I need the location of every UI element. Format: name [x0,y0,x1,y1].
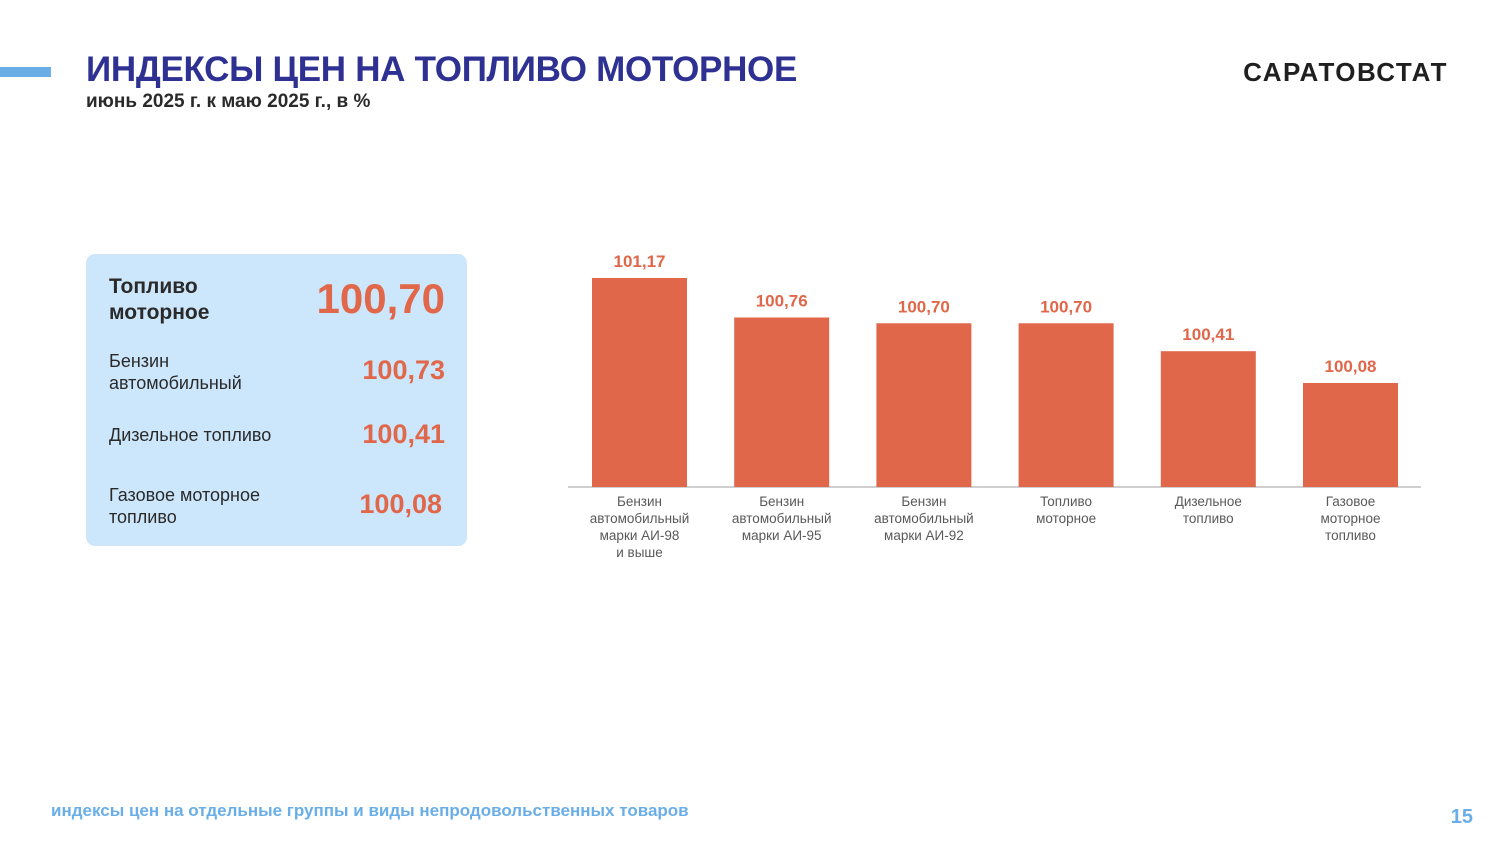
summary-main-label: Топливо моторное [109,275,210,324]
summary-item-label: Газовое моторное топливо [109,485,261,527]
bar [1303,382,1398,487]
summary-item-label: Бензин автомобильный [109,351,242,393]
bar [1018,323,1114,487]
data-label: 100,41 [1182,325,1234,344]
bar [876,323,972,487]
data-label: 101,17 [614,252,666,271]
page-title: ИНДЕКСЫ ЦЕН НА ТОПЛИВО МОТОРНОЕ [86,50,798,89]
summary-row-main: Топливо моторное 100,70 [109,274,445,330]
summary-row: Газовое моторное топливо 100,08 [109,484,445,530]
data-label: 100,76 [756,291,808,310]
category-label: Бензин автомобильный марки АИ-95 [732,494,832,543]
page-subtitle: июнь 2025 г. к маю 2025 г., в % [86,91,371,112]
summary-item-value: 100,08 [359,489,442,519]
data-label: 100,08 [1325,357,1377,376]
summary-panel: Топливо моторное 100,70 Бензин автомобил… [86,254,467,546]
summary-item-value: 100,73 [362,355,445,385]
summary-row: Дизельное топливо 100,41 [109,419,445,454]
data-label: 100,70 [1040,297,1092,316]
category-label: Топливо моторное [1036,494,1096,526]
page-number: 15 [1450,806,1473,828]
summary-item-value: 100,41 [362,419,445,449]
category-label: Бензин автомобильный марки АИ-92 [874,494,974,543]
bar [734,317,830,487]
brand-logo-text: САРАТОВСТАТ [1243,57,1448,87]
category-label: Дизельное топливо [1175,494,1242,526]
summary-row: Бензин автомобильный 100,73 [109,350,445,396]
bar [592,278,687,487]
category-label: Газовое моторное топливо [1320,494,1380,543]
summary-item-label: Дизельное топливо [109,425,272,445]
accent-bar [0,67,51,77]
data-label: 100,70 [898,297,950,316]
category-label: Бензин автомобильный марки АИ-98 и выше [590,494,690,560]
footer-caption: индексы цен на отдельные группы и виды н… [51,801,689,820]
bar [1160,351,1256,487]
summary-main-value: 100,70 [316,275,445,322]
